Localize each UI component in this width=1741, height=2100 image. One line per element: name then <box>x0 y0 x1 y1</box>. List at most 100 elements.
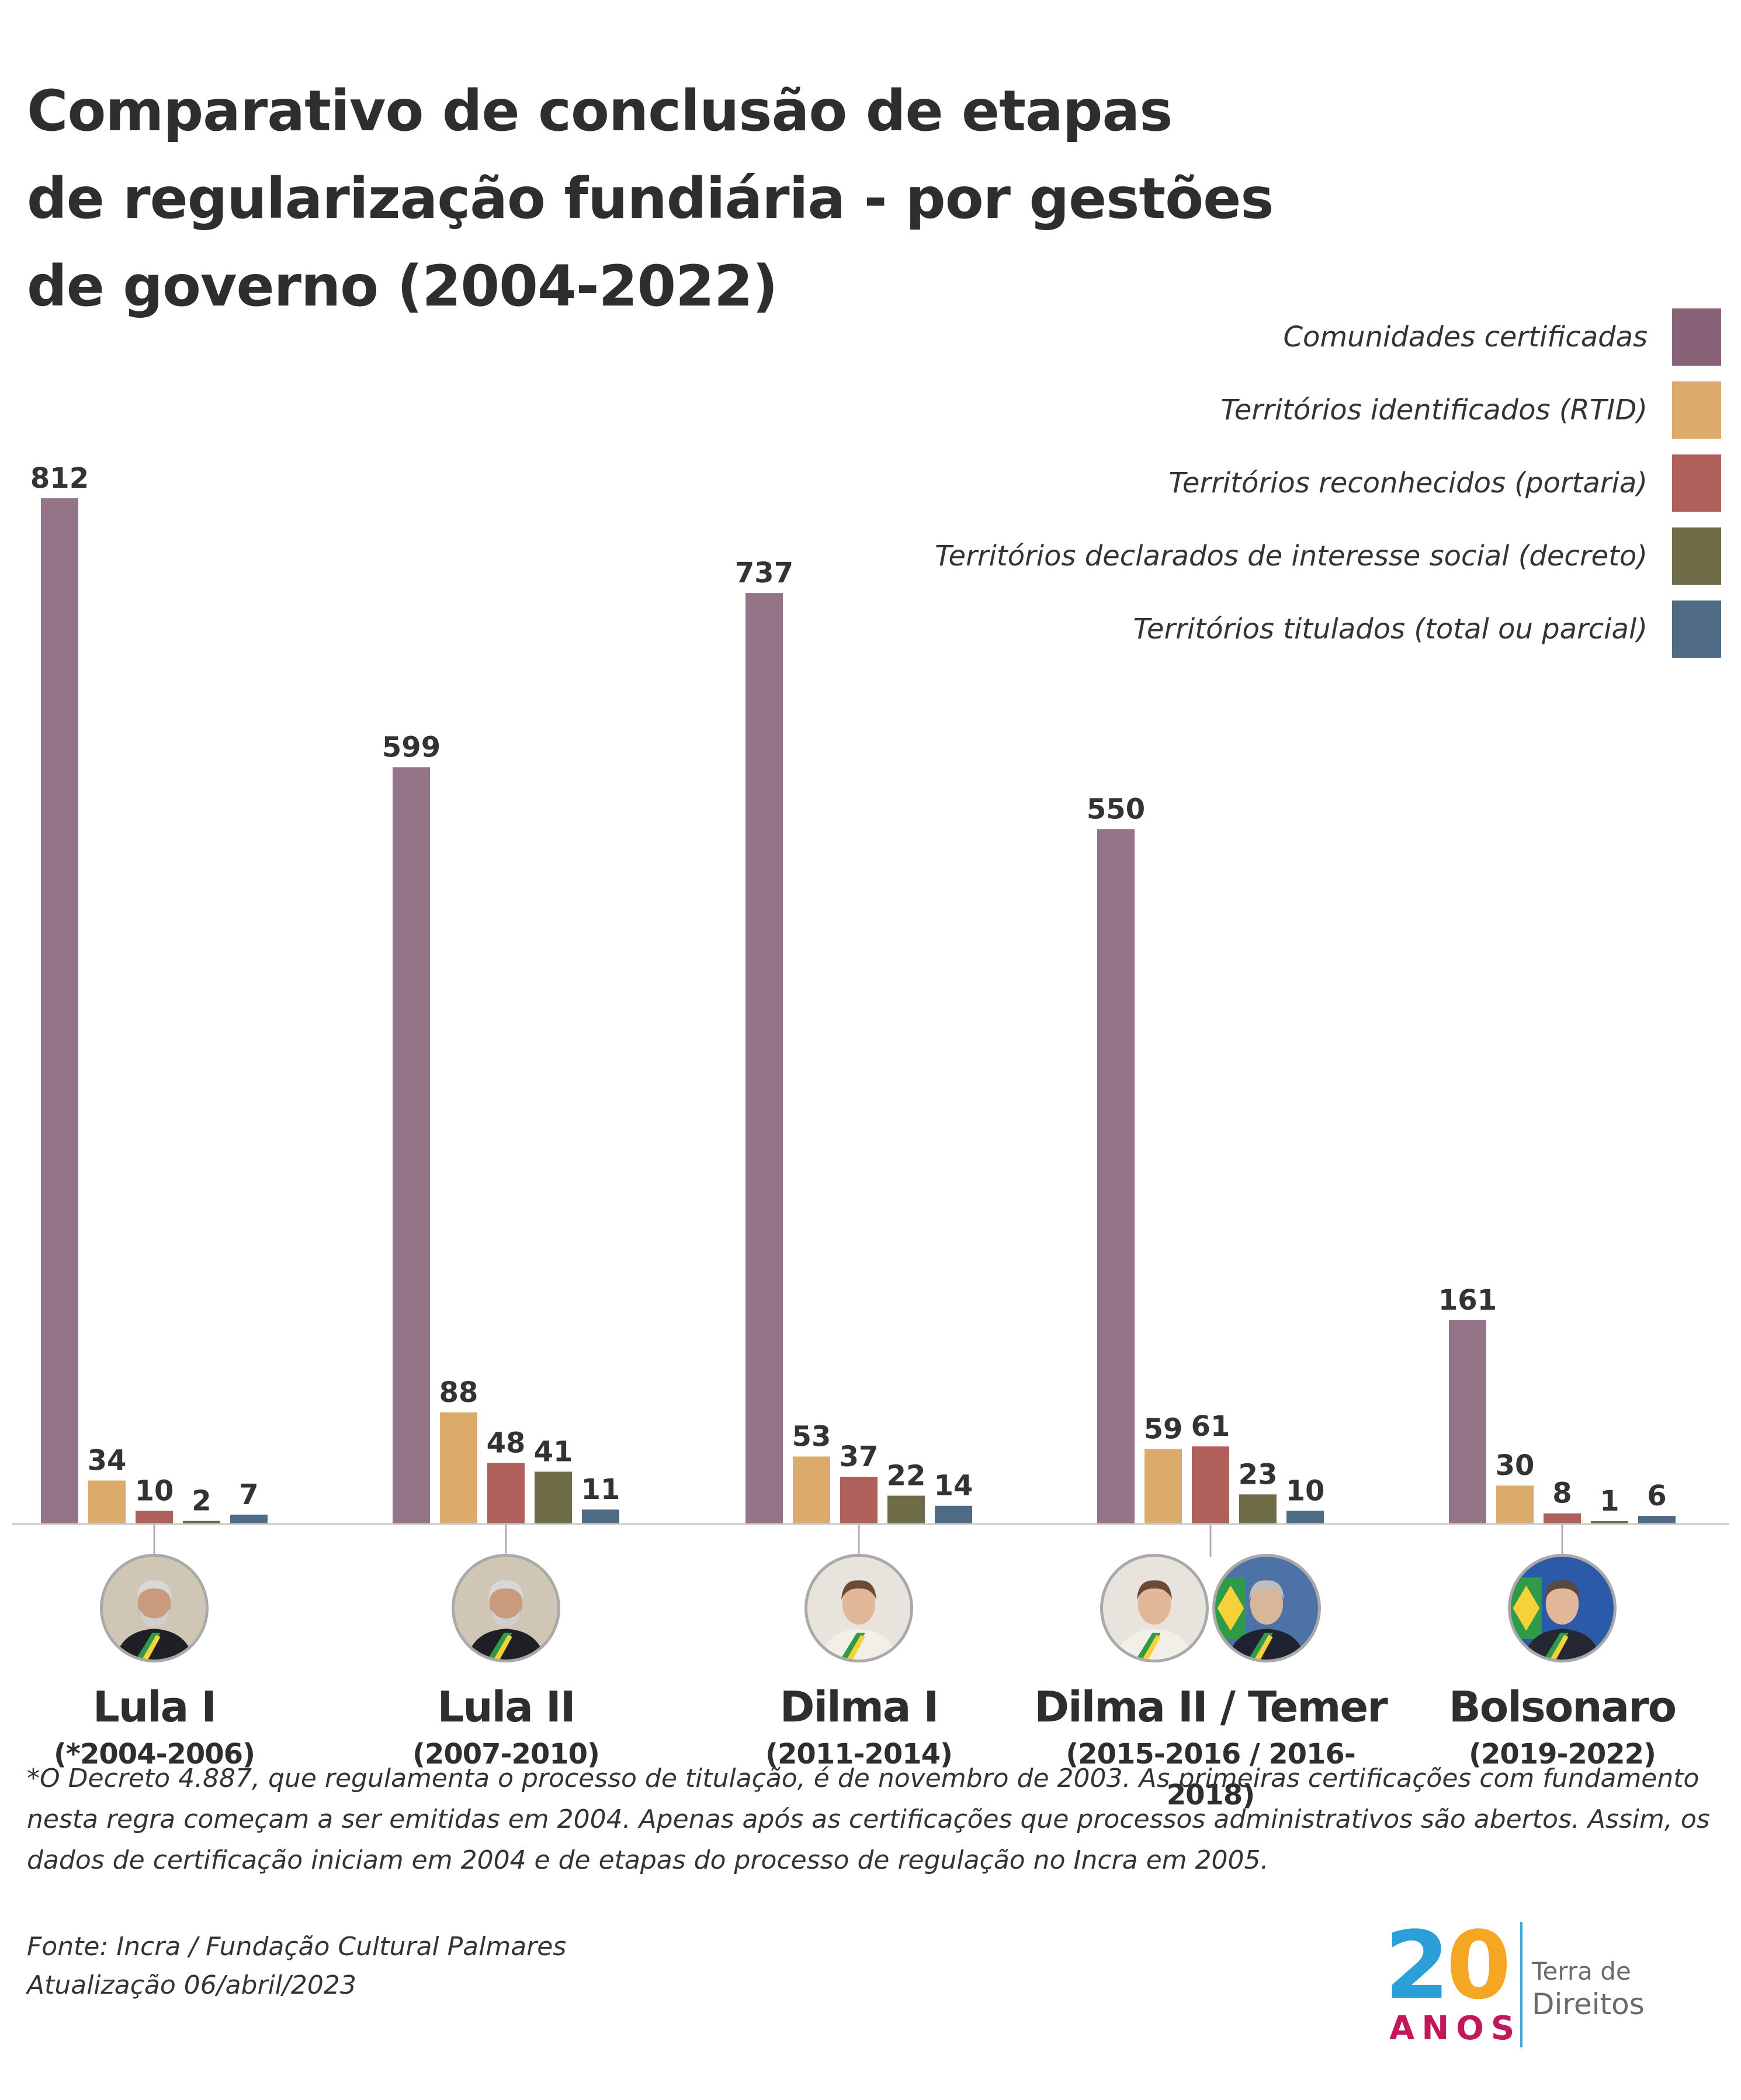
legend-swatch <box>1672 601 1721 658</box>
source-line: Fonte: Incra / Fundação Cultural Palmare… <box>27 1932 567 1962</box>
group-label-bolsonaro: Bolsonaro (2019-2022) <box>1375 1680 1741 1775</box>
group-period: (2015-2016 / 2016-2018) <box>1066 1738 1356 1811</box>
bar-dilma-ii-temer-comunidades-certificadas <box>1097 829 1135 1523</box>
legend-label: Territórios identificados (RTID) <box>1220 394 1648 426</box>
bar-dilma-i-territorios-titulados-total-ou-parcial <box>935 1505 972 1523</box>
data-label: 1 <box>1600 1485 1619 1518</box>
data-label: 37 <box>840 1441 879 1473</box>
bar-dilma-ii-temer-territorios-identificados-rtid <box>1145 1449 1182 1523</box>
lula-portrait-icon <box>452 1554 560 1662</box>
data-label: 11 <box>581 1473 620 1506</box>
data-label: 161 <box>1438 1284 1497 1317</box>
bar-group-bolsonaro: 161 30 8 1 6 <box>1438 1284 1676 1523</box>
bar-bolsonaro-territorios-titulados-total-ou-parcial <box>1638 1516 1676 1523</box>
bar-bolsonaro-territorios-declarados-de-interesse-social-decreto <box>1591 1521 1628 1523</box>
legend-label: Territórios declarados de interesse soci… <box>935 540 1648 572</box>
data-label: 41 <box>534 1435 573 1468</box>
group-label-lula-ii: Lula II (2007-2010) <box>319 1680 693 1775</box>
bar-lula-i-territorios-reconhecidos-portaria <box>136 1511 173 1523</box>
chart-title-line-2: de regularização fundiária - por gestões <box>27 166 1274 231</box>
legend-item-comunidades: Comunidades certificadas <box>553 308 1721 366</box>
update-line: Atualização 06/abril/2023 <box>27 1970 356 2000</box>
legend: Comunidades certificadas Territórios ide… <box>553 308 1721 674</box>
group-name: Dilma II / Temer <box>1034 1682 1388 1731</box>
lula-portrait-icon <box>100 1554 209 1662</box>
bar-lula-i-comunidades-certificadas <box>41 498 78 1523</box>
bar-lula-i-territorios-identificados-rtid <box>88 1480 126 1523</box>
bar-lula-ii-territorios-reconhecidos-portaria <box>487 1463 525 1523</box>
data-label: 6 <box>1647 1480 1666 1512</box>
data-label: 88 <box>439 1376 478 1409</box>
terra-de-direitos-logo: 20 ANOS Terra de Direitos <box>1385 1916 1677 2056</box>
legend-item-titulados: Territórios titulados (total ou parcial) <box>553 601 1721 658</box>
bar-bolsonaro-territorios-reconhecidos-portaria <box>1544 1513 1581 1523</box>
bar-lula-i-territorios-declarados-de-interesse-social-decreto <box>183 1521 220 1523</box>
bar-dilma-i-territorios-identificados-rtid <box>793 1456 830 1523</box>
data-label: 23 <box>1239 1458 1278 1491</box>
chart-title-line-3: de governo (2004-2022) <box>27 254 778 319</box>
legend-swatch <box>1672 454 1721 512</box>
group-name: Lula II <box>437 1682 575 1731</box>
group-name: Lula I <box>92 1682 217 1731</box>
chart-title: Comparativo de conclusão de etapas de re… <box>27 67 1371 330</box>
dilma-portrait-icon <box>1100 1554 1209 1662</box>
logo-number: 20 <box>1385 1916 1511 2015</box>
bolsonaro-portrait-icon <box>1508 1554 1617 1662</box>
logo-anos: ANOS <box>1389 2009 1522 2047</box>
legend-label: Territórios reconhecidos (portaria) <box>1168 467 1648 499</box>
source: Fonte: Incra / Fundação Cultural Palmare… <box>27 1928 962 2005</box>
bar-dilma-i-comunidades-certificadas <box>745 593 783 1523</box>
data-label: 59 <box>1144 1412 1183 1445</box>
data-label: 53 <box>792 1420 831 1453</box>
bar-bolsonaro-comunidades-certificadas <box>1449 1320 1486 1523</box>
data-label: 10 <box>135 1474 174 1507</box>
data-label: 30 <box>1496 1449 1535 1482</box>
legend-label: Comunidades certificadas <box>1283 321 1648 353</box>
bar-bolsonaro-territorios-identificados-rtid <box>1496 1485 1534 1523</box>
data-label: 737 <box>735 557 793 589</box>
bar-dilma-ii-temer-territorios-reconhecidos-portaria <box>1192 1446 1229 1523</box>
legend-swatch <box>1672 527 1721 585</box>
group-period: (*2004-2006) <box>53 1738 255 1771</box>
group-period: (2011-2014) <box>765 1738 953 1771</box>
legend-item-rtid: Territórios identificados (RTID) <box>553 381 1721 439</box>
bar-lula-ii-territorios-identificados-rtid <box>440 1412 477 1523</box>
group-name: Bolsonaro <box>1448 1682 1677 1731</box>
data-label: 48 <box>487 1426 526 1459</box>
logo-terra: Terra de <box>1532 1957 1631 1986</box>
bar-dilma-i-territorios-declarados-de-interesse-social-decreto <box>887 1495 925 1523</box>
logo-direitos: Direitos <box>1532 1987 1645 2021</box>
data-label: 599 <box>382 731 441 763</box>
bar-lula-i-territorios-titulados-total-ou-parcial <box>230 1514 268 1523</box>
dilma-portrait-icon <box>804 1554 913 1662</box>
group-name: Dilma I <box>779 1682 939 1731</box>
data-label: 10 <box>1286 1474 1325 1507</box>
data-label: 550 <box>1087 793 1145 825</box>
temer-portrait-icon <box>1212 1554 1321 1662</box>
logo-digit-2: 2 <box>1385 1911 1449 2020</box>
legend-item-portaria: Territórios reconhecidos (portaria) <box>553 454 1721 512</box>
data-label: 61 <box>1191 1410 1230 1443</box>
legend-label: Territórios titulados (total ou parcial) <box>1133 613 1648 645</box>
bar-dilma-ii-temer-territorios-titulados-total-ou-parcial <box>1286 1511 1324 1523</box>
bar-lula-ii-comunidades-certificadas <box>393 767 430 1523</box>
bar-dilma-i-territorios-reconhecidos-portaria <box>840 1477 878 1523</box>
data-label: 7 <box>239 1478 258 1511</box>
data-label: 8 <box>1552 1477 1572 1510</box>
group-label-dilma-ii-temer: Dilma II / Temer (2015-2016 / 2016-2018) <box>1024 1680 1397 1816</box>
logo-divider <box>1520 1922 1522 2047</box>
bar-dilma-ii-temer-territorios-declarados-de-interesse-social-decreto <box>1239 1494 1277 1523</box>
data-label: 22 <box>887 1459 926 1492</box>
data-label: 34 <box>88 1445 127 1477</box>
bar-lula-ii-territorios-declarados-de-interesse-social-decreto <box>535 1471 572 1523</box>
group-label-dilma-i: Dilma I (2011-2014) <box>672 1680 1046 1775</box>
legend-swatch <box>1672 381 1721 439</box>
chart-title-line-1: Comparativo de conclusão de etapas <box>27 78 1173 144</box>
data-label: 2 <box>192 1485 211 1518</box>
group-period: (2007-2010) <box>412 1738 600 1771</box>
